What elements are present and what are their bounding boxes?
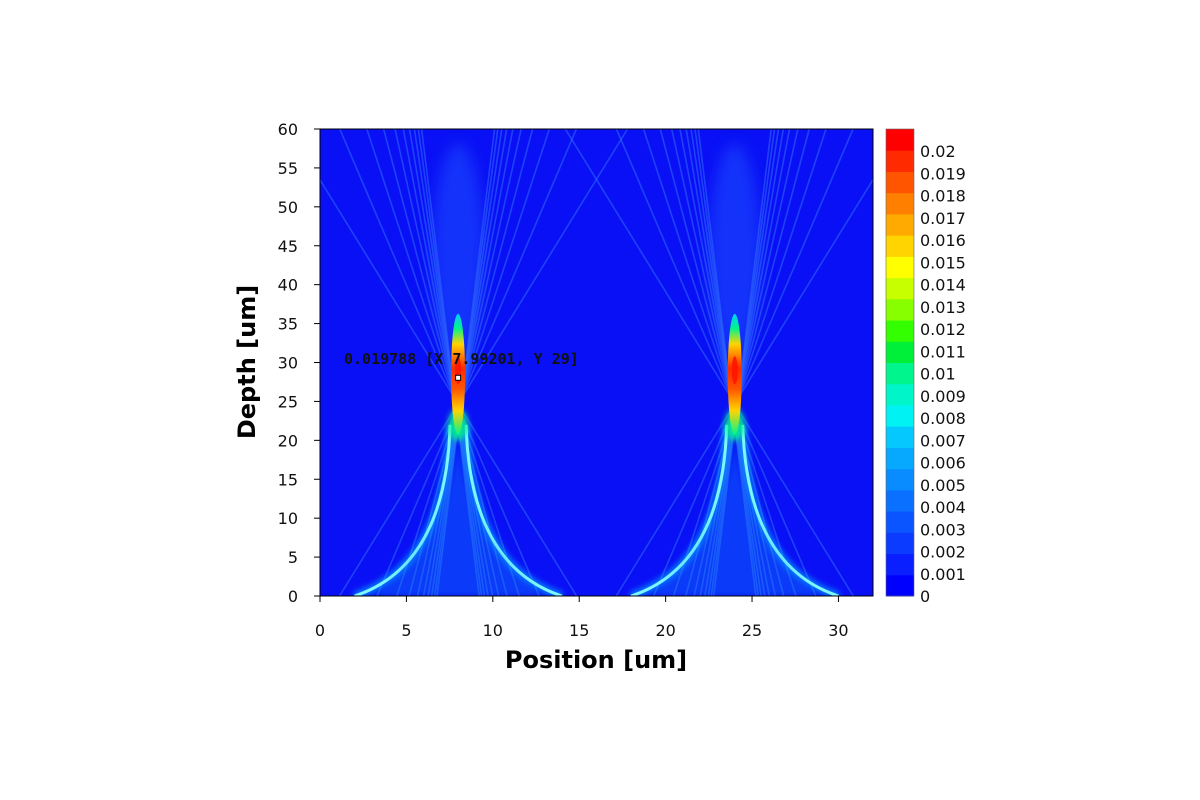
- colorbar-label: 0.019: [920, 164, 966, 183]
- diffraction-ray: [615, 129, 817, 596]
- cusp-edge-right: [464, 424, 563, 596]
- colorbar-swatch: [886, 532, 914, 555]
- colorbar-swatch: [886, 426, 914, 448]
- colorbar-label: 0.004: [920, 498, 966, 517]
- probe-readout: 0.019788 [X 7.99201, Y 29]: [344, 350, 579, 381]
- colorbar-label: 0.002: [920, 543, 966, 562]
- y-tick-label: 55: [278, 159, 298, 178]
- colorbar-swatch: [886, 235, 914, 257]
- colorbar-label: 0.001: [920, 565, 966, 584]
- colorbar-label: 0.02: [920, 142, 956, 161]
- cusp-interior: [374, 424, 542, 596]
- colorbar-labels: 0 0.001 0.002 0.003 0.004 0.005 0.006 0.007 0.00…: [920, 142, 966, 606]
- diffraction-ray: [564, 129, 854, 596]
- colorbar-swatch: [886, 320, 914, 342]
- diffraction-ray: [320, 178, 578, 596]
- cusp-interior: [651, 424, 819, 596]
- colorbar-swatch: [886, 277, 914, 300]
- x-tick-label: 0: [315, 621, 325, 640]
- colorbar-swatches: [886, 129, 914, 597]
- y-tick-label: 30: [278, 354, 298, 373]
- colorbar-label: 0.005: [920, 476, 966, 495]
- diffraction-ray: [366, 129, 521, 596]
- x-tick-label: 10: [483, 621, 503, 640]
- colorbar-label: 0.017: [920, 209, 966, 228]
- y-tick-label: 10: [278, 509, 298, 528]
- y-tick-label: 60: [278, 120, 298, 139]
- focus-core: [731, 356, 738, 385]
- diffraction-ray: [652, 129, 854, 596]
- colorbar-swatch: [886, 171, 914, 194]
- colorbar-swatch: [886, 404, 914, 427]
- colorbar-swatch: [886, 213, 914, 236]
- y-tick-label: 25: [278, 392, 298, 411]
- colorbar-label: 0.014: [920, 276, 966, 295]
- colorbar-label: 0.016: [920, 231, 966, 250]
- colorbar-swatch: [886, 574, 914, 597]
- colorbar-label: 0.013: [920, 298, 966, 317]
- colorbar-label: 0.015: [920, 253, 966, 272]
- plot-area: [319, 128, 874, 597]
- y-tick-label: 20: [278, 431, 298, 450]
- y-tick-label: 40: [278, 276, 298, 295]
- colorbar-swatch: [886, 129, 914, 151]
- colorbar-label: 0.006: [920, 454, 966, 473]
- cusp-edge-left: [630, 424, 729, 596]
- colorbar-label: 0.008: [920, 409, 966, 428]
- diffraction-ray: [672, 129, 827, 596]
- y-tick-label: 15: [278, 470, 298, 489]
- colorbar-swatch: [886, 447, 914, 470]
- x-tick-label: 15: [569, 621, 589, 640]
- y-tick-label: 45: [278, 237, 298, 256]
- cusp-edge-left: [354, 424, 452, 596]
- probe-value-label: 0.019788 [X 7.99201, Y 29]: [344, 350, 579, 368]
- colorbar-label: 0.01: [920, 365, 956, 384]
- cusp-edge-right: [741, 424, 839, 596]
- diffraction-ray: [642, 129, 797, 596]
- colorbar-swatch: [886, 511, 914, 533]
- colorbar-label: 0.003: [920, 520, 966, 539]
- probe-marker[interactable]: [455, 374, 462, 381]
- colorbar-label: 0.018: [920, 187, 966, 206]
- y-tick-label: 35: [278, 315, 298, 334]
- colorbar-swatch: [886, 192, 914, 215]
- colorbar-label: 0.009: [920, 387, 966, 406]
- x-tick-label: 5: [401, 621, 411, 640]
- colorbar-swatch: [886, 489, 914, 512]
- colorbar-label: 0.007: [920, 431, 966, 450]
- colorbar-swatch: [886, 553, 914, 576]
- colorbar-frame: [885, 128, 915, 597]
- diffraction-ray: [339, 129, 540, 596]
- diffraction-ray: [376, 129, 578, 596]
- diffraction-ray: [396, 129, 551, 596]
- colorbar-label: 0.012: [920, 320, 966, 339]
- colorbar: 0 0.001 0.002 0.003 0.004 0.005 0.006 0.007 0.00…: [885, 128, 966, 606]
- colorbar-swatch: [886, 150, 914, 172]
- colorbar-swatch: [886, 362, 914, 385]
- colorbar-swatch: [886, 383, 914, 406]
- x-tick-label: 25: [742, 621, 762, 640]
- colorbar-swatch: [886, 298, 914, 321]
- y-tick-label: 50: [278, 198, 298, 217]
- intensity-field: [320, 129, 873, 596]
- y-axis-title: Depth [um]: [233, 285, 261, 439]
- diffuse-glow: [708, 143, 761, 364]
- y-axis: 0 5 10 15 20 25 30 35 40 45 50 55 60: [278, 120, 321, 606]
- x-axis: 0 5 10 15 20 25 30: [315, 595, 873, 640]
- colorbar-label: 0: [920, 587, 930, 606]
- diffraction-ray: [615, 178, 873, 596]
- x-tick-label: 30: [828, 621, 848, 640]
- x-axis-title: Position [um]: [505, 646, 687, 674]
- y-tick-label: 0: [288, 587, 298, 606]
- x-tick-label: 20: [655, 621, 675, 640]
- colorbar-swatch: [886, 468, 914, 491]
- colorbar-label: 0.011: [920, 342, 966, 361]
- colorbar-swatch: [886, 256, 914, 279]
- diffraction-ray: [338, 129, 629, 596]
- colorbar-swatch: [886, 341, 914, 363]
- y-tick-label: 5: [288, 548, 298, 567]
- diffuse-glow: [432, 143, 485, 364]
